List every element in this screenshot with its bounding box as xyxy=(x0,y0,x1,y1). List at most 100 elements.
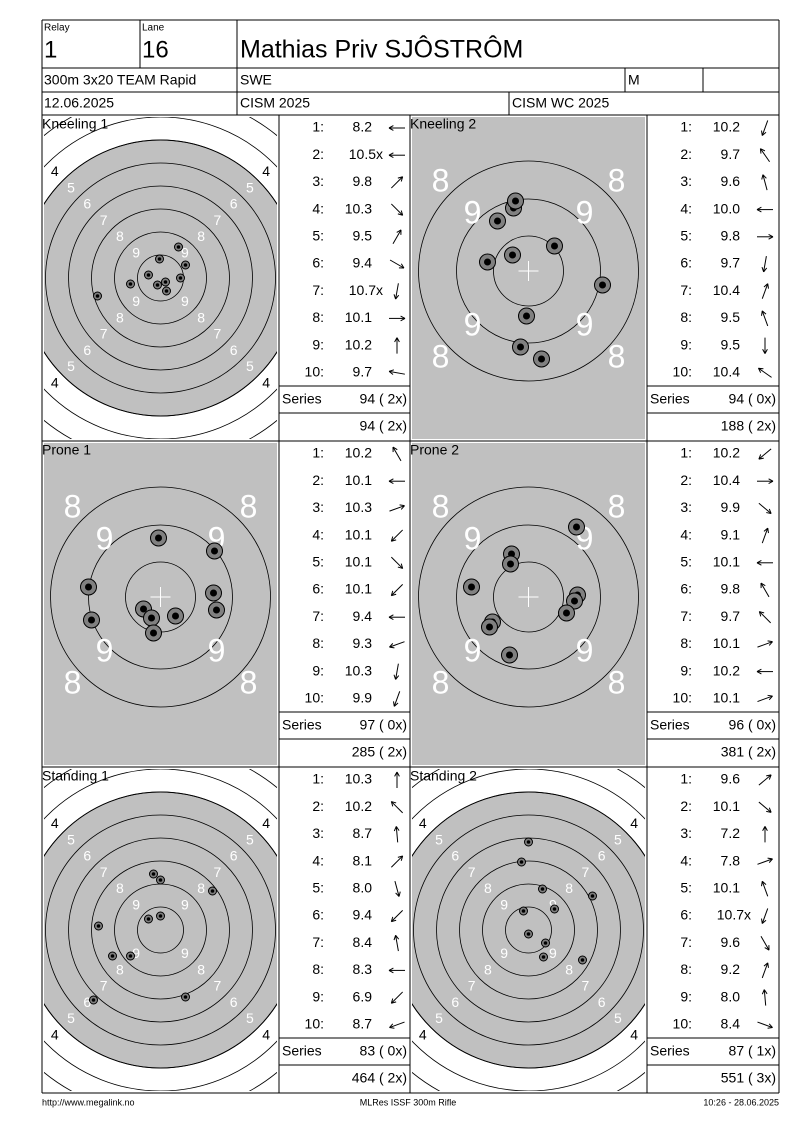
stage-title: Prone 1 xyxy=(42,442,91,458)
shot-number: 8: xyxy=(312,961,324,977)
direction-arrow xyxy=(758,367,772,378)
ring-label: 7 xyxy=(100,864,108,880)
direction-arrow-head xyxy=(388,478,394,482)
direction-arrow xyxy=(392,446,402,462)
ring-label: 9 xyxy=(181,244,189,260)
direction-arrow xyxy=(389,641,405,648)
target: 8 88 89 99 9 xyxy=(44,443,277,765)
shot-center xyxy=(146,273,151,277)
shot-number: 7: xyxy=(312,934,324,950)
shot-center xyxy=(521,909,526,913)
shot-score: 9.3 xyxy=(353,635,373,651)
direction-arrow-head xyxy=(768,858,773,863)
direction-arrow xyxy=(390,855,404,868)
shot-score: 8.1 xyxy=(353,852,373,868)
direction-arrow-head xyxy=(397,213,403,216)
series-score: 83 ( 0x) xyxy=(360,1043,407,1059)
direction-arrow-head xyxy=(767,640,773,643)
ring-label: 4 xyxy=(51,163,59,179)
ring-label: 5 xyxy=(435,1010,443,1026)
direction-arrow-head xyxy=(400,855,404,861)
direction-arrow-head xyxy=(761,266,765,273)
direction-arrow-head xyxy=(391,919,397,923)
direction-arrow-head xyxy=(761,310,763,316)
shot-score: 10.7x xyxy=(717,907,751,923)
shot-score: 8.4 xyxy=(353,934,373,950)
ring-label: 8 xyxy=(565,961,573,977)
shot-score: 10.2 xyxy=(713,119,740,135)
shot-center xyxy=(163,280,168,284)
ring-label: 6 xyxy=(598,848,606,864)
direction-arrow xyxy=(757,641,773,648)
direction-arrow-head xyxy=(756,562,762,566)
shot-number: 2: xyxy=(312,146,324,162)
direction-arrow-head xyxy=(393,702,399,707)
ring-label: 9 xyxy=(132,896,140,912)
shot-center xyxy=(538,355,545,363)
shot-center xyxy=(158,878,163,882)
direction-arrow xyxy=(390,991,404,1004)
shot-score: 10.2 xyxy=(345,445,372,461)
shot-score: 7.2 xyxy=(721,825,741,841)
ring-label: 7 xyxy=(100,212,108,228)
shot-number: 1: xyxy=(680,445,692,461)
shot-score: 7.8 xyxy=(721,852,741,868)
direction-arrow-head xyxy=(388,371,394,375)
direction-arrow-head xyxy=(756,671,762,675)
ring-label: 8 xyxy=(608,488,626,524)
shot-score: 10.1 xyxy=(345,309,372,325)
shot-number: 5: xyxy=(312,228,324,244)
shot-number: 10: xyxy=(305,690,324,706)
shot-center xyxy=(526,932,531,936)
direction-arrow xyxy=(757,858,773,865)
lane: 16 xyxy=(142,36,169,63)
shot-center xyxy=(164,289,169,293)
ring-label: 4 xyxy=(51,374,59,390)
ring-label: 9 xyxy=(500,896,508,912)
ring-label: 4 xyxy=(630,1026,638,1042)
direction-arrow-head xyxy=(766,810,772,813)
shot-number: 10: xyxy=(673,1016,692,1032)
shot-center xyxy=(210,889,215,893)
direction-arrow-head xyxy=(764,947,770,951)
direction-arrow-head xyxy=(768,480,774,485)
shot-score: 10.1 xyxy=(713,880,740,896)
ring-label: 8 xyxy=(197,228,205,244)
direction-arrow xyxy=(389,370,405,375)
shot-score: 10.1 xyxy=(713,798,740,814)
direction-arrow xyxy=(762,174,768,191)
shot-number: 4: xyxy=(312,526,324,542)
direction-arrow-head xyxy=(763,267,768,273)
ring-label: 8 xyxy=(608,162,626,198)
direction-arrow-head xyxy=(390,916,394,922)
shot-center xyxy=(543,941,548,945)
shot-score: 9.6 xyxy=(721,771,741,787)
ring-label: 9 xyxy=(464,306,482,342)
direction-arrow-head xyxy=(393,701,395,707)
shot-number: 8: xyxy=(312,309,324,325)
direction-arrow-head xyxy=(400,505,405,510)
shot-number: 7: xyxy=(312,282,324,298)
direction-arrow-head xyxy=(400,176,404,182)
direction-arrow-head xyxy=(394,771,398,777)
ring-label: 8 xyxy=(197,880,205,896)
ring xyxy=(44,139,277,417)
direction-arrow xyxy=(761,527,769,544)
target: 4 44 45 55 56 66 67 77 78 88 89 99 9 xyxy=(412,769,645,1091)
ring xyxy=(482,883,575,977)
ring-label: 6 xyxy=(230,342,238,358)
shot-number: 6: xyxy=(312,581,324,597)
footer-url: http://www.megalink.no xyxy=(42,1097,135,1107)
shot-number: 4: xyxy=(312,852,324,868)
shot-score: 9.7 xyxy=(353,364,373,380)
stage-title: Kneeling 2 xyxy=(410,116,476,132)
direction-arrow-head xyxy=(388,154,394,159)
stage-title: Kneeling 1 xyxy=(42,116,108,132)
ring-label: 7 xyxy=(100,326,108,342)
series-label: Series xyxy=(282,1043,322,1059)
stage-title: Standing 2 xyxy=(410,768,477,784)
ring-label: 5 xyxy=(67,831,75,847)
